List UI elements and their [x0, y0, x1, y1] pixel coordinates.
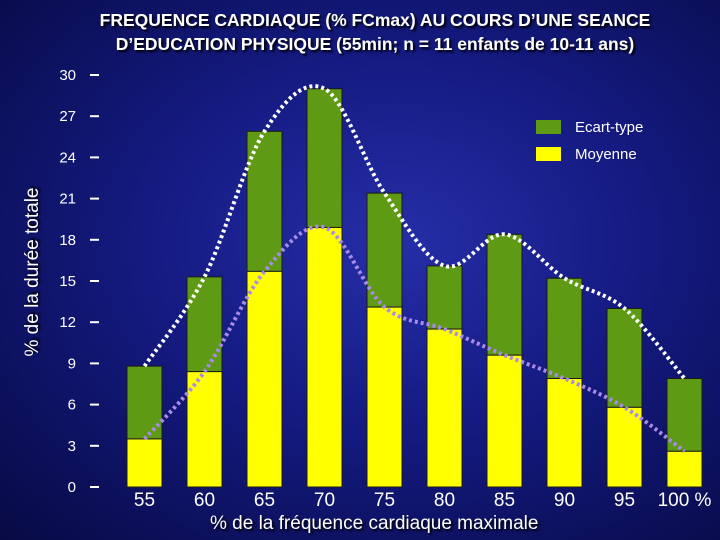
- bar-moyenne: [666, 450, 703, 488]
- bar-moyenne: [426, 328, 463, 488]
- bar-ecart-type: [186, 276, 223, 373]
- x-axis-label: % de la fréquence cardiaque maximale: [210, 513, 539, 534]
- x-tick-label: 85: [494, 490, 515, 511]
- x-tick-label: 70: [314, 490, 335, 511]
- legend-swatch: [536, 147, 561, 161]
- bar-ecart-type: [546, 277, 583, 380]
- bar-ecart-type: [426, 265, 463, 330]
- bar-ecart-type: [306, 88, 343, 228]
- y-tick-label: 6: [68, 397, 76, 414]
- legend-swatch: [536, 120, 561, 134]
- mean-curve: [143, 224, 686, 453]
- x-tick-label: 95: [614, 490, 635, 511]
- bar-ecart-type: [486, 233, 523, 356]
- bar-moyenne: [486, 354, 523, 488]
- bar-moyenne: [606, 406, 643, 488]
- y-tick-label: 21: [59, 191, 76, 208]
- x-tick-label: 60: [194, 490, 215, 511]
- bar-moyenne: [546, 378, 583, 488]
- bar-moyenne: [186, 371, 223, 488]
- y-tick-label: 3: [68, 438, 76, 455]
- x-tick-label: 65: [254, 490, 275, 511]
- y-tick-label: 24: [59, 149, 76, 166]
- x-tick-label: 90: [554, 490, 575, 511]
- y-tick-label: 27: [59, 108, 76, 125]
- x-tick-label: 80: [434, 490, 455, 511]
- legend-label: Ecart-type: [575, 119, 643, 136]
- bar-moyenne: [126, 438, 163, 488]
- bar-ecart-type: [126, 365, 163, 440]
- y-tick-label: 15: [59, 273, 76, 290]
- x-tick-label: 55: [134, 490, 155, 511]
- total-curve: [142, 84, 687, 380]
- y-tick-label: 30: [59, 67, 76, 84]
- x-tick-label: 100 %: [658, 490, 712, 511]
- bar-moyenne: [366, 306, 403, 488]
- bar-moyenne: [306, 226, 343, 488]
- bar-moyenne: [246, 270, 283, 488]
- y-tick-label: 9: [68, 355, 76, 372]
- legend-label: Moyenne: [575, 146, 637, 163]
- x-tick-label: 75: [374, 490, 395, 511]
- y-tick-label: 18: [59, 232, 76, 249]
- y-tick-label: 12: [59, 314, 76, 331]
- y-tick-label: 0: [68, 479, 76, 496]
- bar-ecart-type: [606, 307, 643, 408]
- chart-title: FREQUENCE CARDIAQUE (% FCmax) AU COURS D…: [99, 10, 651, 54]
